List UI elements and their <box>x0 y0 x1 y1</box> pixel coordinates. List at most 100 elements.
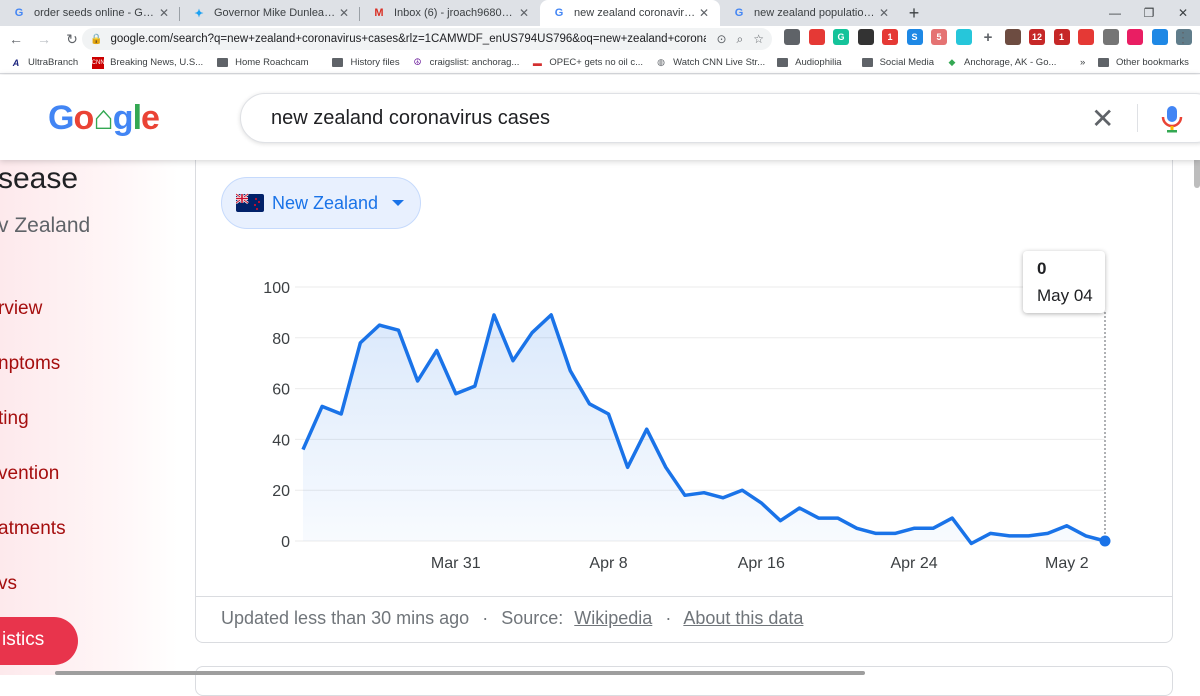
extension-icon[interactable] <box>1103 29 1119 45</box>
updated-text: Updated less than 30 mins ago <box>221 608 469 628</box>
bookmark-item[interactable]: CNN Breaking News, U.S... <box>92 57 203 69</box>
nav-item-testing[interactable]: ting <box>0 408 29 430</box>
bookmarks-bar: A UltraBranch CNN Breaking News, U.S... … <box>0 52 1200 74</box>
search-box[interactable]: new zealand coronavirus cases ✕ <box>240 93 1200 143</box>
y-tick-label: 40 <box>272 432 290 449</box>
folder-icon <box>862 58 873 67</box>
browser-tab[interactable]: ✦ Governor Mike Dunleavy on Twitt ✕ <box>180 0 360 26</box>
tab-title: new zealand coronavirus cases <box>574 7 696 19</box>
bookmark-item[interactable]: ◆ Anchorage, AK - Go... <box>946 57 1056 69</box>
chevron-right-icon: » <box>1080 57 1085 68</box>
bookmark-folder[interactable]: Social Media <box>862 57 934 68</box>
microphone-icon[interactable] <box>1159 104 1185 134</box>
bookmark-folder[interactable]: History files <box>332 57 399 68</box>
browser-tab-active[interactable]: G new zealand coronavirus cases ✕ <box>540 0 720 26</box>
horizontal-scrollbar[interactable] <box>55 671 865 675</box>
new-tab-button[interactable]: + <box>900 0 928 26</box>
extension-icon[interactable] <box>1127 29 1143 45</box>
x-tick-label: Mar 31 <box>431 555 481 572</box>
bookmark-label: Breaking News, U.S... <box>110 57 203 68</box>
x-tick-label: Apr 8 <box>589 555 627 572</box>
extension-icon[interactable] <box>858 29 874 45</box>
google-icon: G <box>732 6 746 20</box>
nav-item-news[interactable]: vs <box>0 573 17 595</box>
nav-item-statistics[interactable]: istics <box>0 617 78 665</box>
zoom-icon[interactable]: ⌕ <box>737 32 744 47</box>
location-dropdown[interactable]: New Zealand <box>221 177 421 229</box>
extension-icon[interactable] <box>1152 29 1168 45</box>
extension-icon[interactable] <box>956 29 972 45</box>
x-tick-label: Apr 16 <box>738 555 785 572</box>
back-icon[interactable]: ← <box>4 27 28 51</box>
browser-tab[interactable]: M Inbox (6) - jroach9680@gmail.co ✕ <box>360 0 540 26</box>
bookmark-folder[interactable]: Audiophilia <box>777 57 841 68</box>
twitter-icon: ✦ <box>192 6 206 20</box>
tooltip-date: May 04 <box>1037 286 1093 306</box>
extension-icon[interactable]: + <box>980 29 996 45</box>
bookmark-label: OPEC+ gets no oil c... <box>549 57 643 68</box>
extension-icon[interactable]: S <box>907 29 923 45</box>
y-tick-label: 80 <box>272 331 290 348</box>
google-logo[interactable]: Go⌂gle <box>48 99 159 138</box>
forward-icon[interactable]: → <box>32 27 56 51</box>
tab-title: Governor Mike Dunleavy on Twitt <box>214 7 336 19</box>
restore-icon[interactable]: ❐ <box>1132 0 1166 26</box>
tooltip-value: 0 <box>1037 259 1046 279</box>
nav-item-treatments[interactable]: atments <box>0 518 66 540</box>
about-data-link[interactable]: About this data <box>683 608 803 628</box>
nav-item-symptoms[interactable]: nptoms <box>0 353 60 375</box>
close-icon[interactable]: ✕ <box>336 5 352 21</box>
bookmark-item[interactable]: A UltraBranch <box>10 57 78 69</box>
browser-tab[interactable]: G new zealand population - Google ✕ <box>720 0 900 26</box>
panel-title: sease <box>0 162 78 196</box>
folder-icon <box>217 58 228 67</box>
url-text: google.com/search?q=new+zealand+coronavi… <box>110 33 706 45</box>
close-icon[interactable]: ✕ <box>876 5 892 21</box>
star-icon[interactable]: ☆ <box>753 32 764 46</box>
reload-icon[interactable]: ↻ <box>60 27 84 51</box>
menu-icon[interactable]: ⋮ <box>1176 29 1190 46</box>
minimize-icon[interactable]: — <box>1098 0 1132 26</box>
close-icon[interactable]: ✕ <box>156 5 172 21</box>
news-icon: ▬ <box>531 57 543 69</box>
browser-tab[interactable]: G order seeds online - Google Shop ✕ <box>0 0 180 26</box>
address-bar[interactable]: 🔒 google.com/search?q=new+zealand+corona… <box>82 28 772 50</box>
google-header: Go⌂gle new zealand coronavirus cases ✕ <box>0 75 1200 160</box>
close-window-icon[interactable]: ✕ <box>1166 0 1200 26</box>
tab-title: order seeds online - Google Shop <box>34 7 156 19</box>
extension-icon[interactable]: 1 <box>882 29 898 45</box>
bookmark-label: Home Roachcam <box>235 57 308 68</box>
extension-icon[interactable]: 1 <box>1054 29 1070 45</box>
close-icon[interactable]: ✕ <box>696 5 712 21</box>
bookmark-label: UltraBranch <box>28 57 78 68</box>
extension-icon[interactable]: 5 <box>931 29 947 45</box>
x-tick-label: May 2 <box>1045 555 1089 572</box>
bookmarks-overflow-button[interactable]: » <box>1080 57 1085 68</box>
clear-icon[interactable]: ✕ <box>1091 102 1114 135</box>
close-icon[interactable]: ✕ <box>516 5 532 21</box>
bookmark-label: Audiophilia <box>795 57 841 68</box>
other-bookmarks-folder[interactable]: Other bookmarks <box>1098 57 1189 68</box>
extension-icon[interactable] <box>809 29 825 45</box>
dropdown-caret-icon <box>392 200 404 206</box>
separator-dot: · <box>482 608 488 628</box>
extension-icon[interactable]: G <box>833 29 849 45</box>
search-divider <box>1137 104 1138 132</box>
bookmark-folder[interactable]: Home Roachcam <box>217 57 308 68</box>
bookmark-label: Watch CNN Live Str... <box>673 57 765 68</box>
extension-icon[interactable] <box>1005 29 1021 45</box>
bookmark-item[interactable]: ▬ OPEC+ gets no oil c... <box>531 57 643 69</box>
extension-icon[interactable] <box>1078 29 1094 45</box>
nav-item-prevention[interactable]: vention <box>0 463 59 485</box>
extension-icon[interactable]: 12 <box>1029 29 1045 45</box>
bookmark-item[interactable]: ◍ Watch CNN Live Str... <box>655 57 765 69</box>
location-icon[interactable]: ⊙ <box>716 32 726 46</box>
folder-icon <box>332 58 343 67</box>
bookmark-item[interactable]: ☮ craigslist: anchorag... <box>412 57 520 69</box>
search-input[interactable]: new zealand coronavirus cases <box>271 107 550 130</box>
extension-icon[interactable] <box>784 29 800 45</box>
wikipedia-link[interactable]: Wikipedia <box>574 608 652 628</box>
nav-item-overview[interactable]: rview <box>0 298 42 320</box>
